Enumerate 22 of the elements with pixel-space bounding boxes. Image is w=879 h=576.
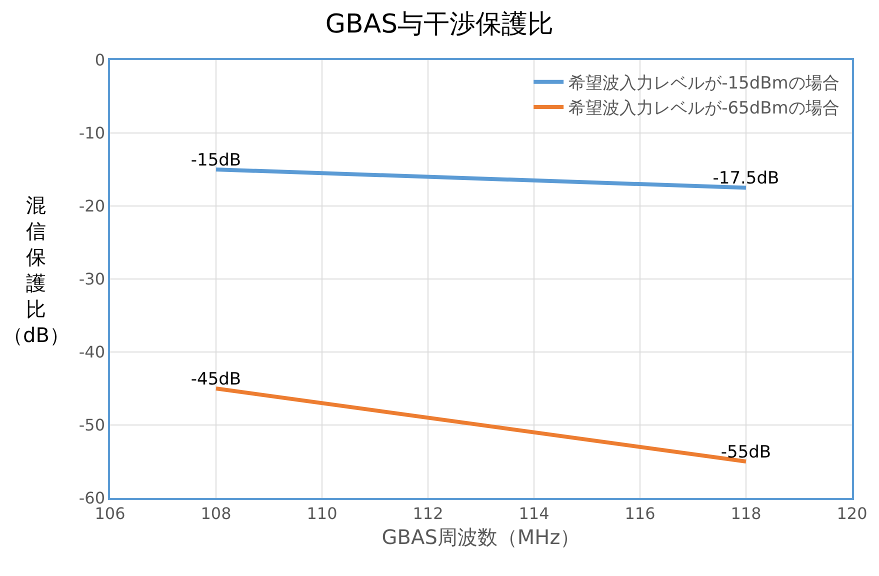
legend-label: 希望波入力レベルが-15dBmの場合 xyxy=(568,74,840,94)
x-tick-label: 116 xyxy=(624,504,656,523)
y-tick-label: -20 xyxy=(78,196,106,216)
x-tick-label: 118 xyxy=(730,504,762,523)
y-axis-title: 混信保護比（dB） xyxy=(3,193,70,347)
data-label: -45dB xyxy=(190,369,242,390)
y-tick-label: -10 xyxy=(78,124,106,143)
legend-label: 希望波入力レベルが-65dBmの場合 xyxy=(568,98,840,119)
x-tick-label: 120 xyxy=(836,504,868,523)
chart-title: GBAS与干渉保護比 xyxy=(325,10,554,40)
x-tick-label: 114 xyxy=(518,504,550,523)
y-tick-label: -30 xyxy=(78,270,106,289)
y-tick-label: -40 xyxy=(78,342,106,362)
x-tick-label: 112 xyxy=(412,504,444,523)
x-tick-label: 110 xyxy=(306,504,338,523)
y-tick-label: 0 xyxy=(94,50,106,70)
y-tick-label: -50 xyxy=(78,416,106,435)
x-axis-title: GBAS周波数（MHz） xyxy=(382,524,580,549)
data-label: -55dB xyxy=(720,442,772,462)
data-label: -15dB xyxy=(190,150,242,170)
x-tick-label: 108 xyxy=(200,504,232,523)
data-label: -17.5dB xyxy=(712,168,780,188)
